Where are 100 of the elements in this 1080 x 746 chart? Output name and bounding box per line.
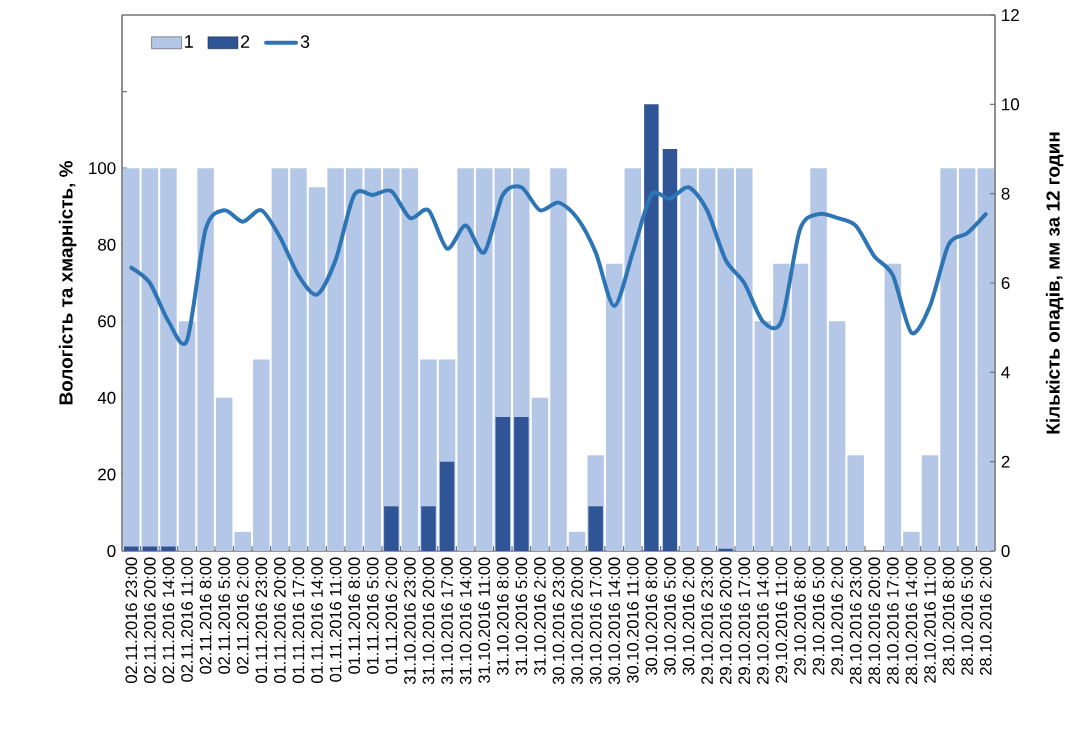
- x-tick-label: 30.10.2016 14:00: [608, 557, 621, 685]
- bar: [364, 168, 382, 551]
- x-tick-label: 31.10.2016 5:00: [515, 557, 528, 676]
- x-tick-label: 31.10.2016 8:00: [496, 557, 509, 676]
- x-tick-label: 28.10.2016 20:00: [868, 557, 881, 684]
- bar: [345, 168, 363, 551]
- bar: [384, 506, 399, 551]
- x-tick-label: 29.10.2016 2:00: [831, 557, 843, 675]
- bar: [234, 531, 251, 551]
- bar: [123, 168, 140, 551]
- x-tick-label: 02.11.2016 23:00: [125, 557, 138, 683]
- x-tick-label: 30.10.2016 23:00: [552, 557, 565, 685]
- x-tick-label: 31.10.2016 2:00: [534, 557, 546, 676]
- x-tick-label: 01.11.2016 11:00: [329, 557, 342, 682]
- y-tick-label: 40: [97, 391, 116, 404]
- x-tick-label: 01.11.2016 2:00: [385, 557, 398, 674]
- bar: [940, 168, 957, 551]
- bar: [308, 187, 326, 551]
- bar: [773, 263, 790, 551]
- bar: [178, 321, 196, 551]
- x-tick-label: 01.11.2016 23:00: [255, 557, 268, 683]
- x-tick-label: 31.10.2016 17:00: [441, 557, 453, 685]
- bar: [977, 168, 994, 551]
- y2-axis-title: Кількість опадів, мм за 12 годин: [1045, 132, 1064, 434]
- x-tick-label: 31.10.2016 11:00: [478, 557, 491, 683]
- legend-label: 1: [185, 35, 193, 48]
- x-tick-label: 30.10.2016 2:00: [682, 557, 695, 676]
- x-tick-label: 29.10.2016 8:00: [794, 557, 806, 675]
- bar: [253, 359, 270, 551]
- bar: [290, 168, 307, 551]
- bar: [475, 168, 493, 551]
- y2-tick-label: 2: [1001, 455, 1010, 468]
- y2-tick-label: 0: [1001, 545, 1010, 557]
- bar: [644, 104, 659, 551]
- bar: [215, 397, 233, 551]
- x-tick-label: 02.11.2016 5:00: [218, 557, 230, 674]
- x-tick-label: 28.10.2016 23:00: [849, 557, 862, 684]
- y-tick-label: 20: [98, 468, 116, 481]
- bar: [903, 531, 920, 551]
- y-axis-title: Вологість та хмарність, %: [58, 161, 77, 405]
- bar: [605, 263, 623, 551]
- bar: [828, 321, 846, 551]
- x-tick-label: 29.10.2016 17:00: [738, 557, 751, 684]
- bar: [791, 263, 809, 551]
- bar: [717, 168, 734, 551]
- x-tick-label: 31.10.2016 23:00: [404, 557, 416, 685]
- y2-tick-label: 4: [1001, 366, 1010, 379]
- x-tick-label: 30.10.2016 20:00: [571, 557, 583, 685]
- bar: [327, 168, 344, 551]
- y2-tick-label: 6: [1001, 277, 1010, 289]
- y2-tick-label: 12: [1002, 9, 1019, 21]
- x-tick-label: 28.10.2016 17:00: [887, 557, 899, 684]
- y2-tick-label: 10: [1002, 98, 1020, 111]
- legend-label: 2: [241, 35, 250, 48]
- bar: [847, 455, 864, 551]
- x-tick-label: 02.11.2016 14:00: [162, 557, 175, 683]
- x-tick-label: 30.10.2016 17:00: [589, 557, 602, 685]
- x-tick-label: 28.10.2016 14:00: [905, 557, 918, 684]
- x-tick-label: 31.10.2016 14:00: [459, 557, 472, 685]
- x-tick-label: 02.11.2016 2:00: [236, 557, 249, 674]
- y-tick-label: 0: [107, 545, 116, 557]
- bar: [921, 455, 939, 551]
- bar: [457, 168, 474, 551]
- x-tick-label: 29.10.2016 11:00: [775, 557, 788, 683]
- x-tick-label: 02.11.2016 8:00: [199, 557, 212, 674]
- bar: [550, 168, 567, 551]
- y-tick-label: 80: [98, 238, 116, 251]
- x-tick-label: 30.10.2016 11:00: [626, 557, 639, 683]
- x-tick-label: 30.10.2016 5:00: [664, 557, 676, 676]
- bar: [810, 168, 827, 551]
- x-tick-label: 29.10.2016 23:00: [701, 557, 713, 684]
- y-tick-label: 60: [98, 315, 116, 328]
- legend-label: 3: [300, 35, 310, 48]
- y-tick-label: 100: [89, 162, 116, 175]
- x-tick-label: 01.11.2016 14:00: [311, 557, 323, 683]
- x-tick-label: 29.10.2016 20:00: [719, 557, 732, 684]
- x-tick-label: 28.10.2016 5:00: [961, 557, 973, 675]
- bar: [698, 168, 716, 551]
- bar: [160, 168, 177, 551]
- x-tick-label: 01.11.2016 5:00: [366, 557, 379, 674]
- bar: [754, 321, 772, 551]
- bar: [271, 168, 289, 551]
- x-tick-label: 28.10.2016 2:00: [979, 557, 992, 675]
- x-tick-label: 28.10.2016 11:00: [924, 557, 936, 683]
- bar: [141, 168, 159, 551]
- x-tick-label: 28.10.2016 8:00: [942, 557, 955, 675]
- x-tick-label: 30.10.2016 8:00: [645, 557, 658, 676]
- bar: [124, 546, 139, 551]
- bar: [884, 263, 902, 551]
- bar: [197, 168, 214, 551]
- x-tick-label: 31.10.2016 20:00: [422, 557, 435, 685]
- bar: [421, 506, 436, 551]
- bar: [958, 168, 976, 551]
- x-tick-label: 02.11.2016 20:00: [144, 557, 156, 683]
- x-tick-label: 01.11.2016 8:00: [348, 557, 360, 674]
- bar: [401, 168, 419, 551]
- bar: [718, 548, 733, 551]
- bar: [161, 546, 176, 551]
- x-tick-label: 29.10.2016 14:00: [757, 557, 769, 684]
- x-tick-label: 29.10.2016 5:00: [812, 557, 825, 675]
